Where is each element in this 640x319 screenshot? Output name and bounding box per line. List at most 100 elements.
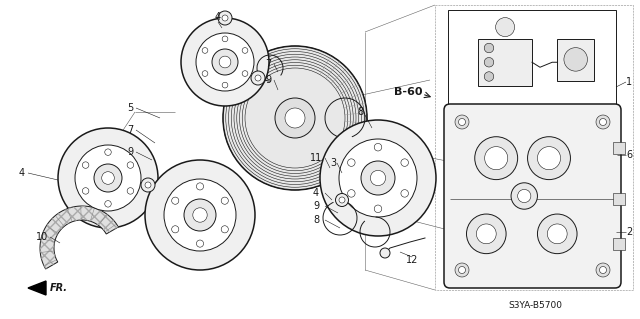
Circle shape — [476, 224, 496, 244]
Circle shape — [221, 197, 228, 204]
Circle shape — [527, 137, 570, 180]
Circle shape — [94, 164, 122, 192]
Text: 4: 4 — [313, 188, 319, 198]
Circle shape — [83, 162, 89, 168]
Circle shape — [83, 188, 89, 194]
Text: 4: 4 — [19, 168, 25, 178]
Circle shape — [495, 18, 515, 37]
Text: 9: 9 — [127, 147, 133, 157]
Circle shape — [181, 18, 269, 106]
Circle shape — [193, 208, 207, 222]
Text: 7: 7 — [265, 59, 271, 69]
Polygon shape — [28, 281, 46, 295]
Circle shape — [127, 188, 134, 194]
Text: 9: 9 — [265, 75, 271, 85]
Text: 10: 10 — [36, 232, 48, 242]
Circle shape — [335, 194, 349, 206]
Circle shape — [255, 75, 261, 81]
Text: 5: 5 — [127, 103, 133, 113]
Text: 11: 11 — [310, 153, 322, 163]
Circle shape — [361, 161, 395, 195]
Text: 6: 6 — [626, 150, 632, 160]
Circle shape — [242, 48, 248, 53]
Circle shape — [458, 266, 465, 273]
Circle shape — [164, 179, 236, 251]
Circle shape — [564, 48, 588, 71]
Circle shape — [538, 214, 577, 254]
Text: 3: 3 — [330, 158, 336, 168]
Text: FR.: FR. — [50, 283, 68, 293]
Circle shape — [484, 57, 493, 67]
Circle shape — [600, 266, 607, 273]
Text: 2: 2 — [626, 227, 632, 237]
Circle shape — [202, 71, 208, 77]
Circle shape — [538, 147, 561, 170]
Text: S3YA-B5700: S3YA-B5700 — [508, 301, 562, 310]
Bar — [435, 5, 633, 290]
FancyBboxPatch shape — [444, 104, 621, 288]
Circle shape — [242, 71, 248, 77]
Circle shape — [401, 189, 408, 197]
Circle shape — [467, 214, 506, 254]
Circle shape — [184, 199, 216, 231]
Circle shape — [371, 170, 386, 186]
Text: B-60: B-60 — [394, 87, 422, 97]
Circle shape — [547, 224, 567, 244]
Circle shape — [223, 46, 367, 190]
Bar — [613, 193, 625, 205]
Polygon shape — [40, 206, 118, 269]
Text: 12: 12 — [406, 255, 418, 265]
Text: 8: 8 — [313, 215, 319, 225]
Circle shape — [484, 147, 508, 170]
Circle shape — [75, 145, 141, 211]
Circle shape — [285, 108, 305, 128]
Circle shape — [196, 183, 204, 190]
Circle shape — [596, 115, 610, 129]
Circle shape — [221, 226, 228, 233]
Text: 4: 4 — [215, 12, 221, 22]
Circle shape — [251, 71, 265, 85]
Circle shape — [196, 240, 204, 247]
Circle shape — [455, 115, 469, 129]
Circle shape — [374, 205, 382, 212]
Circle shape — [458, 118, 465, 125]
Circle shape — [102, 172, 115, 184]
Circle shape — [596, 263, 610, 277]
Circle shape — [455, 263, 469, 277]
Circle shape — [339, 139, 417, 217]
Circle shape — [600, 118, 607, 125]
Circle shape — [339, 197, 345, 203]
Circle shape — [348, 159, 355, 167]
Circle shape — [222, 15, 228, 21]
Circle shape — [58, 128, 158, 228]
Text: 1: 1 — [626, 77, 632, 87]
Bar — [557, 39, 594, 81]
Bar — [448, 10, 616, 105]
Circle shape — [172, 226, 179, 233]
Circle shape — [222, 82, 228, 88]
Bar — [613, 142, 625, 154]
Circle shape — [141, 178, 155, 192]
Circle shape — [196, 33, 254, 91]
Circle shape — [212, 49, 238, 75]
Circle shape — [484, 72, 493, 81]
Bar — [613, 238, 625, 250]
Bar — [478, 39, 532, 86]
Circle shape — [475, 137, 518, 180]
Circle shape — [380, 248, 390, 258]
Circle shape — [348, 189, 355, 197]
Circle shape — [172, 197, 179, 204]
Circle shape — [218, 11, 232, 25]
Circle shape — [202, 48, 208, 53]
Circle shape — [401, 159, 408, 167]
Circle shape — [275, 98, 315, 138]
Text: 7: 7 — [127, 125, 133, 135]
Text: 9: 9 — [313, 201, 319, 211]
Circle shape — [374, 144, 382, 151]
Text: 8: 8 — [357, 107, 363, 117]
Circle shape — [145, 182, 151, 188]
Circle shape — [145, 160, 255, 270]
Circle shape — [127, 162, 134, 168]
Circle shape — [105, 149, 111, 155]
Circle shape — [518, 189, 531, 203]
